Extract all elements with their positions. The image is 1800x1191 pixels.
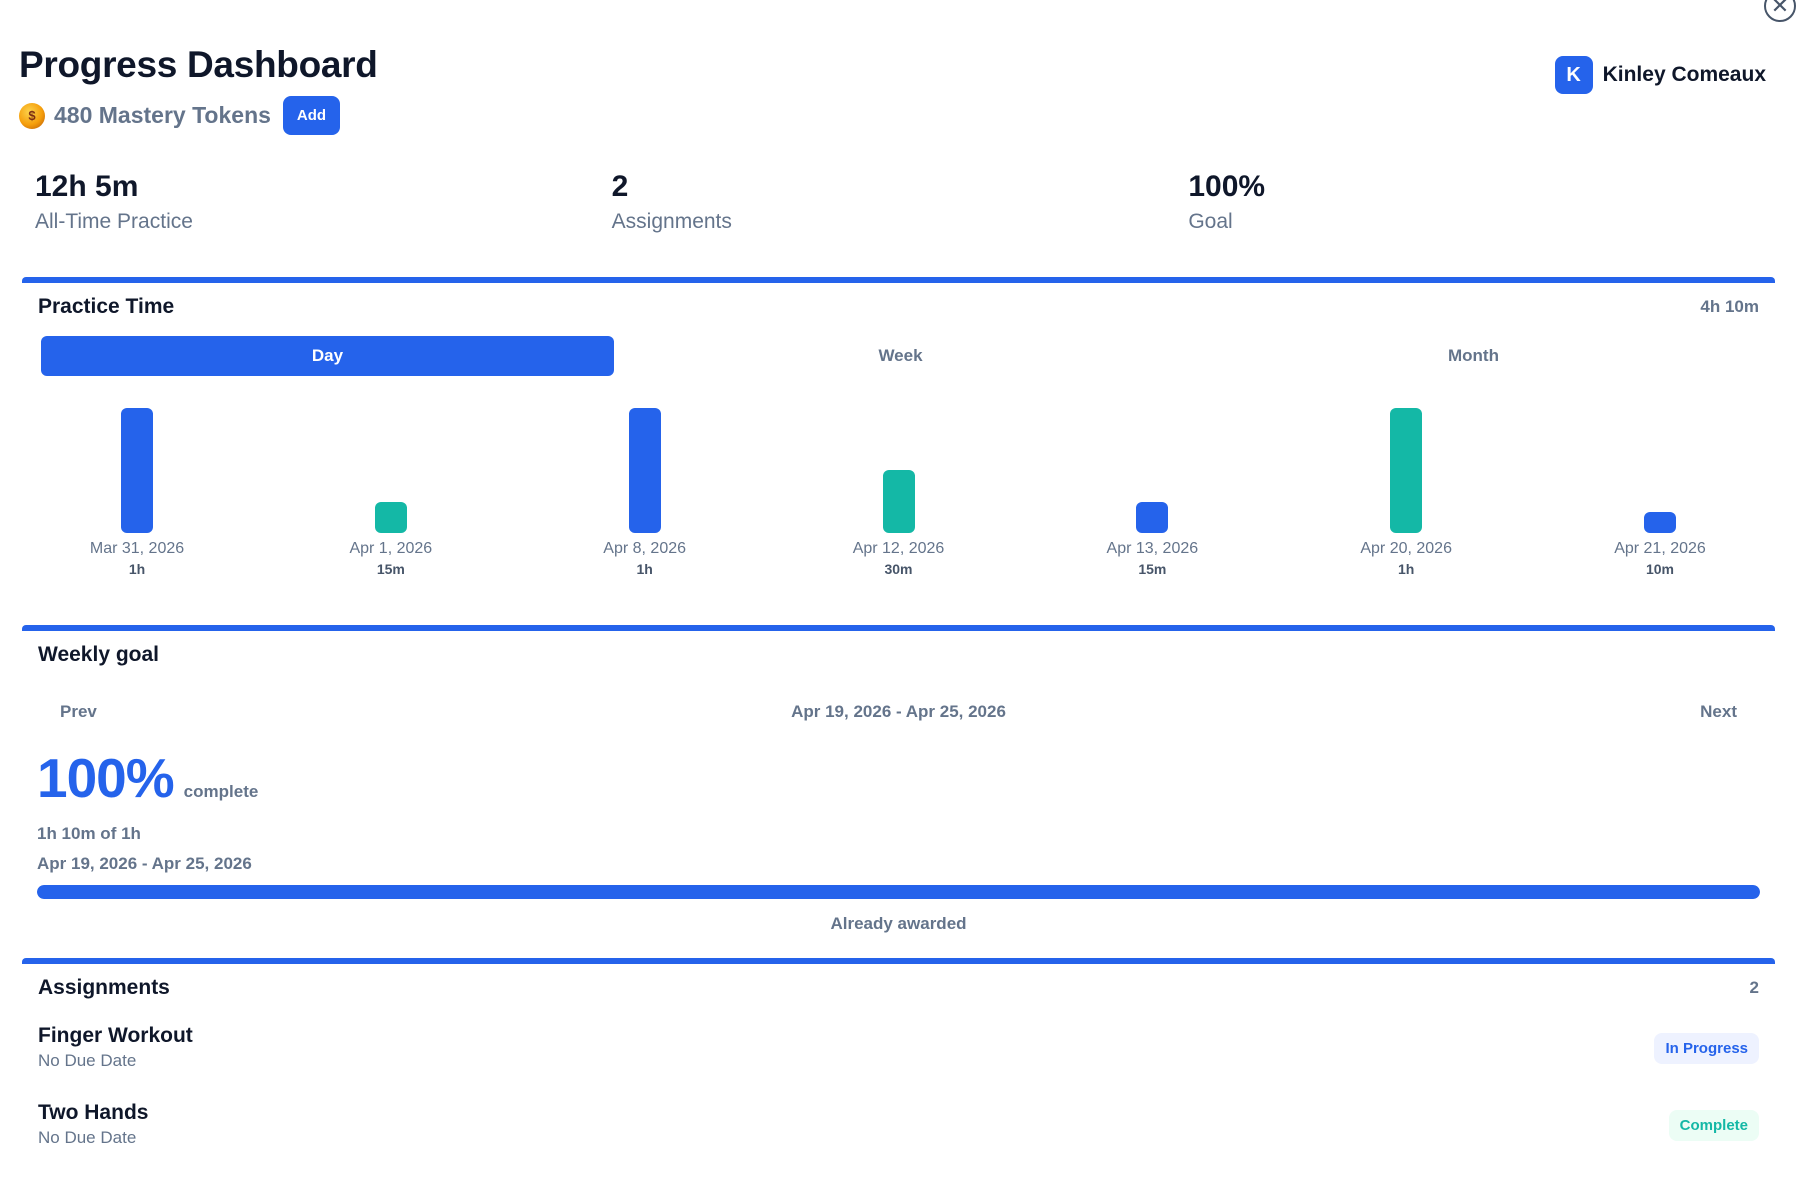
bar-value-label: 15m <box>376 561 405 577</box>
bar-column: Apr 13, 2026 15m <box>1052 383 1252 613</box>
bar-date-label: Apr 20, 2026 <box>1360 540 1452 557</box>
week-navigator: Prev Apr 19, 2026 - Apr 25, 2026 Next <box>60 700 1737 724</box>
goal-percent-value: 100% <box>37 747 175 809</box>
weekly-goal-card: Weekly goal Prev Apr 19, 2026 - Apr 25, … <box>22 625 1775 960</box>
add-tokens-button[interactable]: Add <box>282 96 341 135</box>
goal-progress-text: 1h 10m of 1h <box>37 824 141 843</box>
stats-row: 12h 5m All-Time Practice 2 Assignments 1… <box>35 170 1765 240</box>
assignment-due: No Due Date <box>38 1128 137 1147</box>
bar-column: Apr 20, 2026 1h <box>1306 383 1506 613</box>
assignments-card: Assignments 2 Finger Workout No Due Date… <box>22 958 1775 1178</box>
list-item[interactable]: Finger Workout No Due Date In Progress <box>38 1024 1759 1084</box>
tab-month[interactable]: Month <box>1448 346 1499 365</box>
chart-bar <box>882 470 915 533</box>
bar-date-label: Apr 1, 2026 <box>349 540 433 557</box>
week-range: Apr 19, 2026 - Apr 25, 2026 <box>791 702 1006 721</box>
bar-date-label: Apr 21, 2026 <box>1614 540 1706 557</box>
stat-goal: 100% Goal <box>1188 170 1765 240</box>
close-button[interactable]: ✕ <box>1764 0 1796 22</box>
tab-week[interactable]: Week <box>878 346 923 365</box>
stat-label: Assignments <box>611 210 732 233</box>
bar-value-label: 1h <box>1397 561 1415 577</box>
bar-value-label: 1h <box>636 561 653 577</box>
bar-date-label: Apr 13, 2026 <box>1106 540 1199 557</box>
goal-range-text: Apr 19, 2026 - Apr 25, 2026 <box>37 854 252 873</box>
card-title: Weekly goal <box>38 643 159 666</box>
bar-value-label: 10m <box>1645 561 1675 577</box>
assignment-name: Finger Workout <box>38 1024 193 1047</box>
status-badge: In Progress <box>1654 1033 1759 1064</box>
goal-progress-fill <box>37 885 1760 899</box>
bar-column: Apr 12, 2026 30m <box>799 383 999 613</box>
close-icon: ✕ <box>1770 0 1790 18</box>
page-title: Progress Dashboard <box>19 44 378 85</box>
stat-value: 100% <box>1188 170 1266 203</box>
goal-percent: 100% complete <box>37 746 258 810</box>
assignment-due: No Due Date <box>38 1051 137 1070</box>
practice-total: 4h 10m <box>1700 297 1759 316</box>
bar-column: Mar 31, 2026 1h <box>37 383 237 613</box>
chart-bar <box>1136 502 1169 533</box>
bar-date-label: Mar 31, 2026 <box>89 540 185 557</box>
stat-value: 2 <box>611 170 629 203</box>
user-chip[interactable]: K Kinley Comeaux <box>1554 56 1766 94</box>
goal-progress-bar <box>37 885 1760 899</box>
stat-label: All-Time Practice <box>35 210 193 233</box>
avatar: K <box>1554 56 1593 94</box>
next-week-button[interactable]: Next <box>1700 702 1737 721</box>
status-badge: Complete <box>1668 1110 1759 1141</box>
stat-value: 12h 5m <box>35 170 139 203</box>
chart-bar <box>628 408 661 533</box>
stat-practice: 12h 5m All-Time Practice <box>35 170 612 240</box>
list-item[interactable]: Two Hands No Due Date Complete <box>38 1101 1759 1161</box>
bar-column: Apr 8, 2026 1h <box>545 383 745 613</box>
chart-bar <box>374 502 407 533</box>
tab-day[interactable]: Day <box>41 336 614 376</box>
practice-time-card: Practice Time 4h 10m Day Week Month Mar … <box>22 277 1775 625</box>
goal-percent-word: complete <box>183 782 259 801</box>
bar-date-label: Apr 8, 2026 <box>603 540 687 557</box>
page-header: Progress Dashboard $ 480 Mastery Tokens … <box>19 44 1766 135</box>
chart-bar <box>1390 408 1423 533</box>
practice-bar-chart: Mar 31, 2026 1h Apr 1, 2026 15m Apr 8, 2026 1… <box>37 383 1760 613</box>
chart-bar <box>1644 512 1676 533</box>
stat-assignments: 2 Assignments <box>612 170 1189 240</box>
prev-week-button[interactable]: Prev <box>60 702 97 721</box>
user-name: Kinley Comeaux <box>1602 63 1766 86</box>
bar-value-label: 30m <box>884 561 913 577</box>
tokens-row: $ 480 Mastery Tokens Add <box>19 96 1766 135</box>
tokens-label: 480 Mastery Tokens <box>54 102 271 128</box>
period-selector: Day Week Month <box>41 336 1760 376</box>
chart-bar <box>121 408 153 533</box>
assignments-count: 2 <box>1749 978 1759 997</box>
bar-column: Apr 21, 2026 10m <box>1560 383 1760 613</box>
bar-column: Apr 1, 2026 15m <box>291 383 491 613</box>
coin-icon: $ <box>19 102 45 129</box>
bar-value-label: 15m <box>1138 561 1167 577</box>
card-title: Assignments <box>38 976 170 999</box>
card-title: Practice Time <box>38 295 175 318</box>
assignment-name: Two Hands <box>38 1101 149 1124</box>
award-status: Already awarded <box>830 914 967 933</box>
bar-value-label: 1h <box>128 561 146 577</box>
stat-label: Goal <box>1188 210 1233 233</box>
bar-date-label: Apr 12, 2026 <box>852 540 945 557</box>
